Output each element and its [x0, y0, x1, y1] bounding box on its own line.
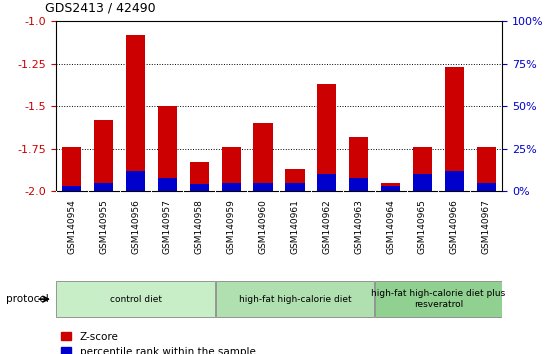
- Bar: [62, 147, 81, 191]
- Bar: [190, 184, 209, 191]
- Bar: [381, 186, 400, 191]
- Bar: [158, 178, 177, 191]
- Bar: [285, 169, 305, 191]
- Bar: [445, 67, 464, 191]
- Bar: [253, 123, 273, 191]
- Text: control diet: control diet: [109, 295, 161, 304]
- Bar: [285, 183, 305, 191]
- Bar: [253, 183, 273, 191]
- Bar: [376, 281, 502, 317]
- Bar: [62, 186, 81, 191]
- Bar: [477, 147, 496, 191]
- Bar: [413, 174, 432, 191]
- Bar: [222, 147, 240, 191]
- Bar: [94, 120, 113, 191]
- Bar: [381, 183, 400, 191]
- Bar: [318, 174, 336, 191]
- Bar: [94, 183, 113, 191]
- Bar: [190, 162, 209, 191]
- Bar: [222, 183, 240, 191]
- Text: protocol: protocol: [6, 294, 49, 304]
- Bar: [216, 281, 374, 317]
- Bar: [349, 178, 368, 191]
- Bar: [126, 35, 145, 191]
- Legend: Z-score, percentile rank within the sample: Z-score, percentile rank within the samp…: [57, 327, 260, 354]
- Bar: [349, 137, 368, 191]
- Text: high-fat high-calorie diet plus
resveratrol: high-fat high-calorie diet plus resverat…: [371, 290, 506, 309]
- Text: high-fat high-calorie diet: high-fat high-calorie diet: [239, 295, 351, 304]
- Bar: [158, 106, 177, 191]
- Text: GDS2413 / 42490: GDS2413 / 42490: [45, 1, 155, 14]
- Bar: [56, 281, 215, 317]
- Bar: [445, 171, 464, 191]
- Bar: [126, 171, 145, 191]
- Bar: [477, 183, 496, 191]
- Bar: [413, 147, 432, 191]
- Bar: [318, 84, 336, 191]
